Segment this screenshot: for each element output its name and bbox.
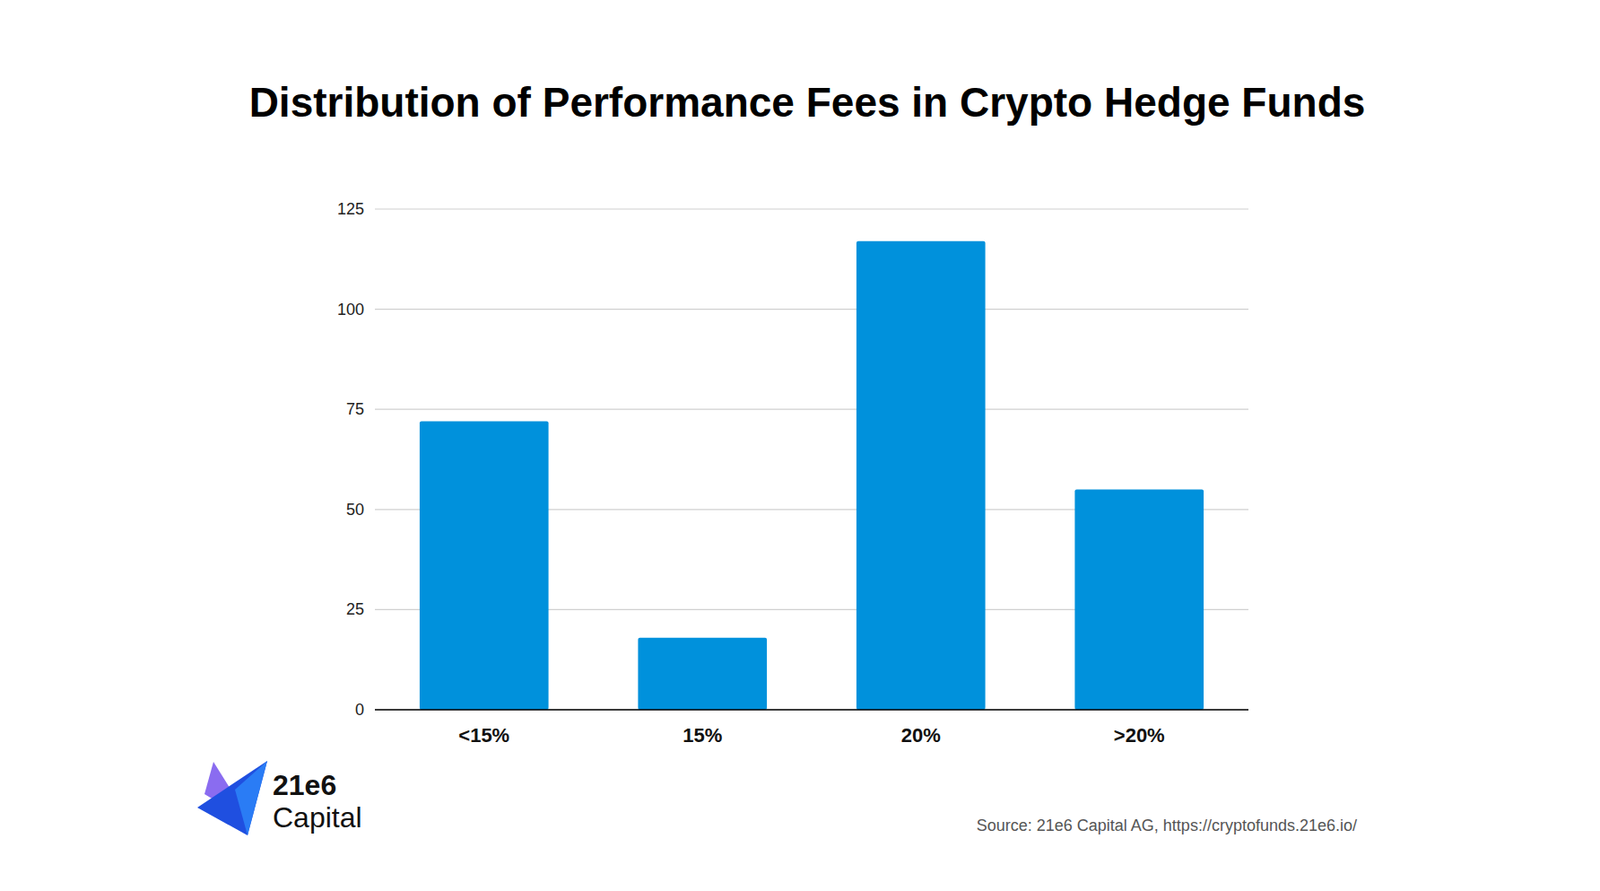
x-axis-line bbox=[374, 708, 1249, 711]
bar bbox=[419, 421, 549, 710]
bar bbox=[637, 637, 767, 710]
title-line: Distribution of Performance Fees in Cryp… bbox=[249, 78, 1366, 126]
grid-line bbox=[374, 708, 1249, 710]
logo-shape bbox=[234, 760, 268, 835]
y-tick-label: 25 bbox=[346, 600, 365, 618]
title: Distribution of Performance Fees in Cryp… bbox=[249, 78, 1366, 126]
x-tick-label: 15% bbox=[682, 723, 722, 747]
bars bbox=[419, 241, 1204, 710]
bar bbox=[1074, 488, 1204, 710]
x-tick-label: >20% bbox=[1113, 723, 1166, 747]
grid-line bbox=[374, 208, 1249, 209]
y-tick-label: 125 bbox=[337, 200, 365, 218]
y-tick-label: 50 bbox=[346, 500, 365, 519]
x-tick-label: 20% bbox=[901, 723, 941, 747]
source: Source: 21e6 Capital AG, https://cryptof… bbox=[976, 816, 1357, 835]
brand-sub: Capital bbox=[272, 800, 363, 834]
brand-name: 21e6 bbox=[272, 768, 337, 801]
y-tick-label: 75 bbox=[346, 400, 365, 418]
bar bbox=[856, 241, 986, 710]
chart: Distribution of Performance Fees in Cryp… bbox=[0, 0, 1600, 891]
grid-line bbox=[374, 408, 1249, 410]
logo-shape bbox=[197, 760, 268, 835]
grid-line bbox=[374, 308, 1249, 310]
x-tick-label: <15% bbox=[458, 723, 510, 747]
y-tick-label: 100 bbox=[337, 300, 365, 319]
y-tick-label: 0 bbox=[355, 700, 365, 719]
